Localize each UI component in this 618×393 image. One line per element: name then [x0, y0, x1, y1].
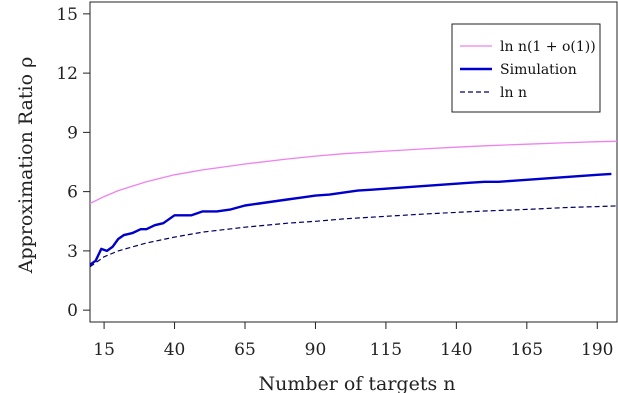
- y-tick-label-0: 0: [67, 301, 78, 321]
- x-tick-label-3: 90: [305, 340, 327, 360]
- y-tick-label-5: 15: [56, 5, 78, 25]
- x-tick-label-5: 140: [440, 340, 472, 360]
- y-tick-label-1: 3: [67, 242, 78, 262]
- series-layer: [89, 140, 618, 268]
- series-line-0: [89, 140, 618, 205]
- y-tick-label-4: 12: [56, 64, 78, 84]
- x-tick-label-0: 15: [93, 340, 115, 360]
- x-axis: 15 40 65 90 115 140 165 190: [93, 322, 613, 360]
- y-axis-title: Approximation Ratio ρ: [15, 57, 37, 275]
- series-line-1: [89, 172, 612, 266]
- x-tick-label-6: 165: [511, 340, 543, 360]
- legend-label-0: ln n(1 + o(1)): [500, 39, 596, 55]
- legend-label-2: ln n: [500, 85, 527, 101]
- y-axis: 0 3 6 9 12 15: [56, 5, 90, 321]
- x-tick-label-7: 190: [581, 340, 613, 360]
- x-tick-label-1: 40: [164, 340, 186, 360]
- y-tick-label-3: 9: [67, 123, 78, 143]
- series-line-2: [89, 205, 618, 268]
- x-axis-title: Number of targets n: [258, 373, 455, 393]
- x-tick-label-4: 115: [370, 340, 402, 360]
- plot-frame: [89, 1, 618, 323]
- legend-label-1: Simulation: [500, 62, 577, 78]
- y-tick-label-2: 6: [67, 183, 78, 203]
- legend: ln n(1 + o(1)) Simulation ln n: [451, 23, 601, 113]
- x-tick-label-2: 65: [234, 340, 256, 360]
